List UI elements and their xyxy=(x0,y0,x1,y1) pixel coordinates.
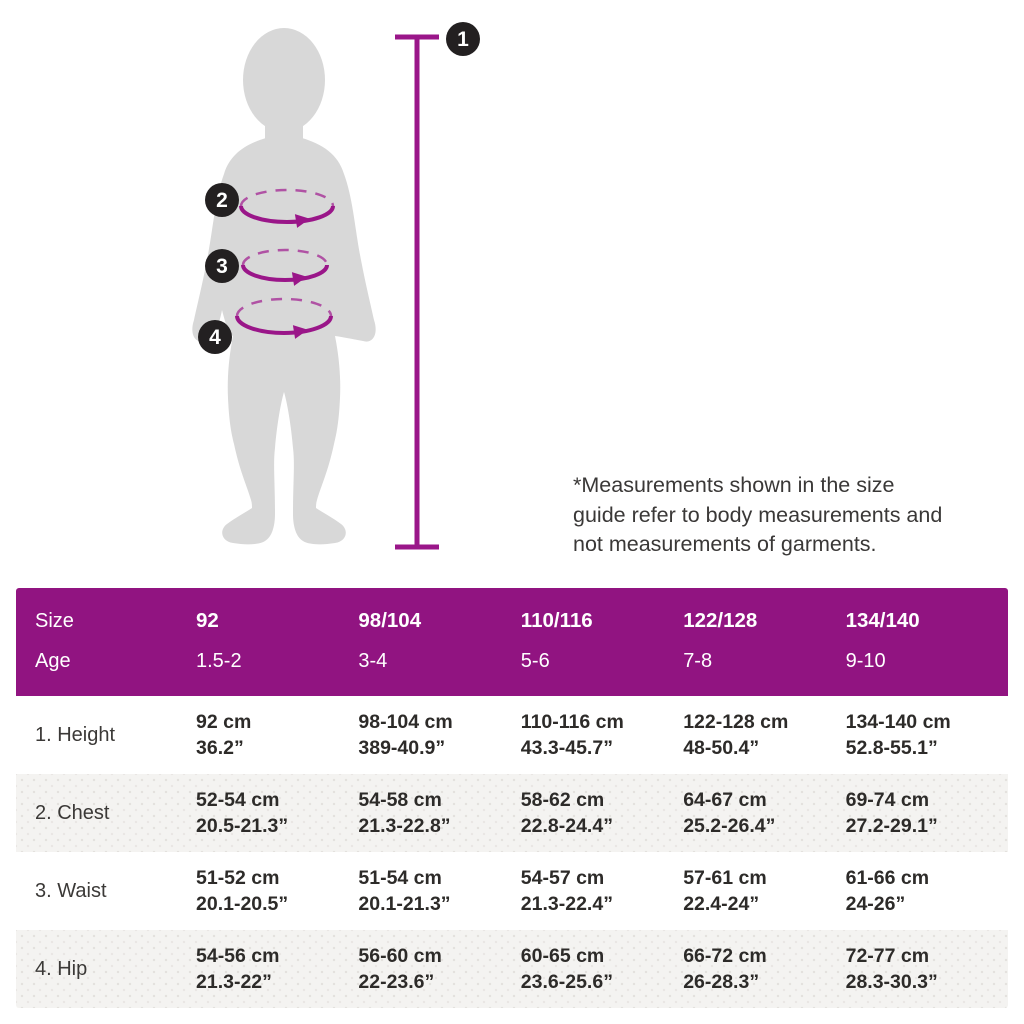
age-col-5: 9-10 xyxy=(845,649,886,672)
inch-value: 25.2-26.4” xyxy=(683,815,776,837)
chest-cell-5: 69-74 cm 27.2-29.1” xyxy=(846,787,1008,839)
hip-cell-5: 72-77 cm 28.3-30.3” xyxy=(846,943,1008,995)
chest-cell-3: 58-62 cm 22.8-24.4” xyxy=(521,787,683,839)
chest-row-label: 2. Chest xyxy=(35,801,110,824)
waist-badge: 3 xyxy=(205,249,239,283)
chest-cell-1: 52-54 cm 20.5-21.3” xyxy=(196,787,358,839)
chest-cell-2: 54-58 cm 21.3-22.8” xyxy=(358,787,520,839)
size-col-110-116: 110/116 xyxy=(520,609,593,632)
cm-value: 52-54 cm xyxy=(196,789,280,811)
waist-row: 3. Waist 51-52 cm 20.1-20.5” 51-54 cm 20… xyxy=(16,852,1008,930)
child-silhouette-icon xyxy=(192,28,376,545)
inch-value: 21.3-22.8” xyxy=(358,815,451,837)
waist-cell-4: 57-61 cm 22.4-24” xyxy=(683,865,845,917)
height-cell-4: 122-128 cm 48-50.4” xyxy=(683,709,845,761)
chest-row: 2. Chest 52-54 cm 20.5-21.3” 54-58 cm 21… xyxy=(16,774,1008,852)
cm-value: 54-57 cm xyxy=(520,867,605,889)
height-cell-2: 98-104 cm 389-40.9” xyxy=(358,709,520,761)
cm-value: 66-72 cm xyxy=(683,945,767,967)
inch-value: 36.2” xyxy=(196,737,244,759)
inch-value: 23.6-25.6” xyxy=(520,971,613,993)
cm-value: 92 cm xyxy=(196,711,252,733)
inch-value: 52.8-55.1” xyxy=(845,737,938,759)
cm-value: 51-52 cm xyxy=(196,867,280,889)
inch-value: 27.2-29.1” xyxy=(845,815,938,837)
age-header-row: Age 1.5-2 3-4 5-6 7-8 9-10 xyxy=(16,641,1008,681)
size-col-134-140: 134/140 xyxy=(845,609,920,632)
age-col-2: 3-4 xyxy=(358,649,388,672)
chest-measure-ring xyxy=(239,188,335,228)
inch-value: 22-23.6” xyxy=(358,971,435,993)
height-measure-line xyxy=(395,34,439,550)
waist-measure-ring xyxy=(241,248,329,286)
inch-value: 26-28.3” xyxy=(683,971,760,993)
age-col-3: 5-6 xyxy=(520,649,550,672)
hip-cell-4: 66-72 cm 26-28.3” xyxy=(683,943,845,995)
hip-measure-ring xyxy=(235,297,333,339)
cm-value: 56-60 cm xyxy=(358,945,442,967)
inch-value: 20.1-21.3” xyxy=(358,893,451,915)
hip-cell-3: 60-65 cm 23.6-25.6” xyxy=(521,943,683,995)
cm-value: 98-104 cm xyxy=(358,711,453,733)
hip-cell-2: 56-60 cm 22-23.6” xyxy=(358,943,520,995)
inch-value: 22.8-24.4” xyxy=(520,815,613,837)
height-cell-1: 92 cm 36.2” xyxy=(196,709,358,761)
height-badge: 1 xyxy=(446,22,480,56)
hip-row-label: 4. Hip xyxy=(35,957,88,980)
inch-value: 20.1-20.5” xyxy=(196,893,289,915)
height-cell-3: 110-116 cm 43.3-45.7” xyxy=(521,709,683,761)
size-col-122-128: 122/128 xyxy=(683,609,758,632)
cm-value: 72-77 cm xyxy=(845,945,930,967)
inch-value: 21.3-22” xyxy=(196,971,272,993)
cm-value: 122-128 cm xyxy=(683,711,789,733)
cm-value: 134-140 cm xyxy=(845,711,951,733)
cm-value: 60-65 cm xyxy=(520,945,605,967)
height-row: 1. Height 92 cm 36.2” 98-104 cm 389-40.9… xyxy=(16,696,1008,774)
inch-value: 22.4-24” xyxy=(683,893,760,915)
height-row-label: 1. Height xyxy=(35,723,116,746)
cm-value: 57-61 cm xyxy=(683,867,767,889)
size-chart-table: Size 92 98/104 110/116 122/128 134/140 A… xyxy=(16,588,1008,1008)
height-cell-5: 134-140 cm 52.8-55.1” xyxy=(846,709,1008,761)
inch-value: 24-26” xyxy=(845,893,906,915)
cm-value: 110-116 cm xyxy=(520,711,624,733)
hip-row: 4. Hip 54-56 cm 21.3-22” 56-60 cm 22-23.… xyxy=(16,930,1008,1008)
size-header-row: Size 92 98/104 110/116 122/128 134/140 xyxy=(16,601,1008,641)
waist-cell-3: 54-57 cm 21.3-22.4” xyxy=(521,865,683,917)
waist-cell-5: 61-66 cm 24-26” xyxy=(846,865,1008,917)
inch-value: 20.5-21.3” xyxy=(196,815,289,837)
inch-value: 389-40.9” xyxy=(358,737,446,759)
measurements-footnote: *Measurements shown in the size guide re… xyxy=(573,473,943,556)
waist-cell-2: 51-54 cm 20.1-21.3” xyxy=(358,865,520,917)
inch-value: 21.3-22.4” xyxy=(520,893,613,915)
age-col-4: 7-8 xyxy=(683,649,713,672)
cm-value: 54-56 cm xyxy=(196,945,280,967)
cm-value: 54-58 cm xyxy=(358,789,442,811)
inch-value: 28.3-30.3” xyxy=(845,971,938,993)
waist-cell-1: 51-52 cm 20.1-20.5” xyxy=(196,865,358,917)
hip-badge: 4 xyxy=(198,320,232,354)
age-col-1: 1.5-2 xyxy=(196,649,242,672)
waist-row-label: 3. Waist xyxy=(35,879,107,902)
cm-value: 64-67 cm xyxy=(683,789,767,811)
measurement-diagram xyxy=(192,28,439,550)
age-header-label: Age xyxy=(35,649,71,672)
inch-value: 48-50.4” xyxy=(683,737,760,759)
table-header: Size 92 98/104 110/116 122/128 134/140 A… xyxy=(16,588,1008,696)
inch-value: 43.3-45.7” xyxy=(520,737,613,759)
size-col-98-104: 98/104 xyxy=(358,609,422,632)
chest-badge: 2 xyxy=(205,183,239,217)
cm-value: 61-66 cm xyxy=(845,867,930,889)
size-col-92: 92 xyxy=(196,609,219,632)
table-body: 1. Height 92 cm 36.2” 98-104 cm 389-40.9… xyxy=(16,696,1008,1008)
hip-cell-1: 54-56 cm 21.3-22” xyxy=(196,943,358,995)
size-header-label: Size xyxy=(35,609,74,632)
chest-cell-4: 64-67 cm 25.2-26.4” xyxy=(683,787,845,839)
cm-value: 51-54 cm xyxy=(358,867,442,889)
cm-value: 58-62 cm xyxy=(520,789,605,811)
cm-value: 69-74 cm xyxy=(845,789,930,811)
